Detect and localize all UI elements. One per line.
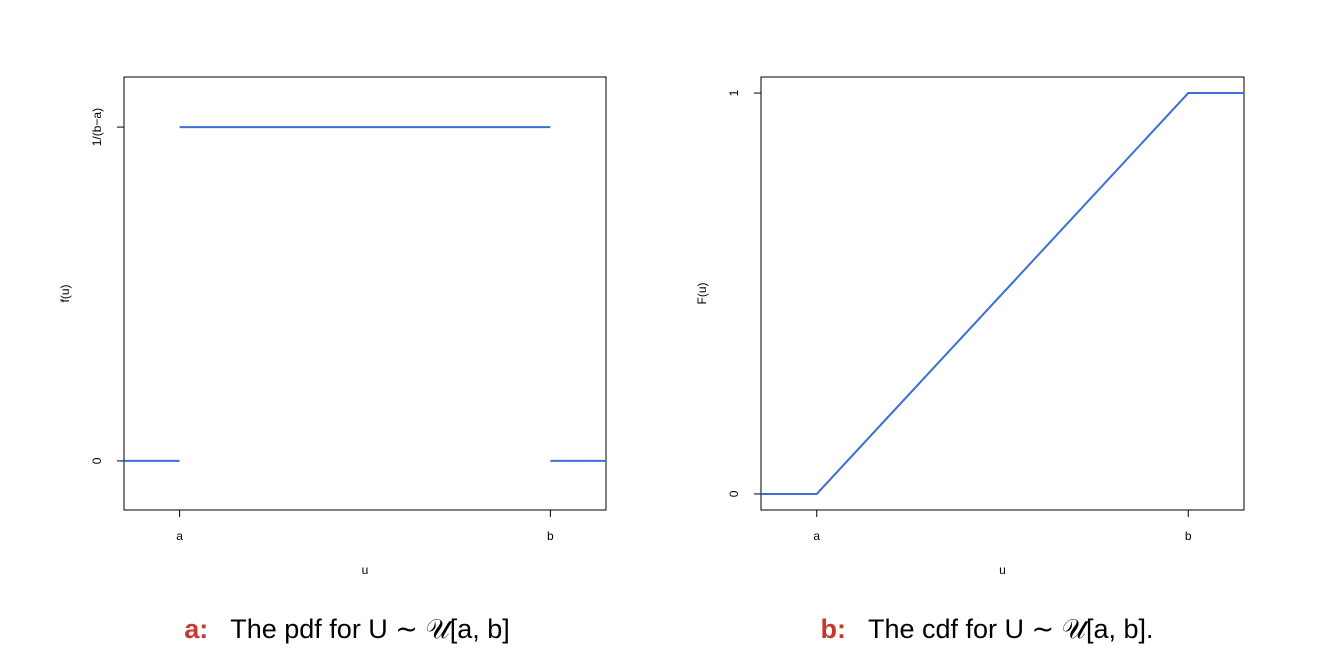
data-line — [761, 92, 1244, 495]
plot-frame — [760, 76, 1245, 511]
y-tick-label: 1 — [727, 89, 741, 96]
plot-frame — [123, 76, 607, 511]
caption-text: The cdf for U ∼ 𝒰[a, b]. — [868, 614, 1154, 644]
y-axis-label: F(u) — [695, 283, 709, 305]
y-axis-label: f(u) — [58, 284, 72, 302]
x-axis-label: u — [362, 563, 369, 577]
caption: a: The pdf for U ∼ 𝒰[a, b] — [184, 614, 510, 644]
x-tick-label: b — [1185, 529, 1192, 543]
caption-text: The pdf for U ∼ 𝒰[a, b] — [230, 614, 510, 644]
caption-label: a: — [184, 614, 208, 644]
y-tick-label: 0 — [90, 457, 104, 464]
caption-label: b: — [820, 614, 845, 644]
x-tick-label: a — [176, 529, 183, 543]
x-tick-label: a — [813, 529, 820, 543]
x-tick-label: b — [547, 529, 554, 543]
y-tick-label: 0 — [727, 490, 741, 497]
y-tick-label: 1/(b−a) — [90, 108, 104, 146]
x-axis-label: u — [999, 563, 1006, 577]
data-line — [124, 126, 606, 462]
caption: b: The cdf for U ∼ 𝒰[a, b]. — [820, 614, 1153, 644]
